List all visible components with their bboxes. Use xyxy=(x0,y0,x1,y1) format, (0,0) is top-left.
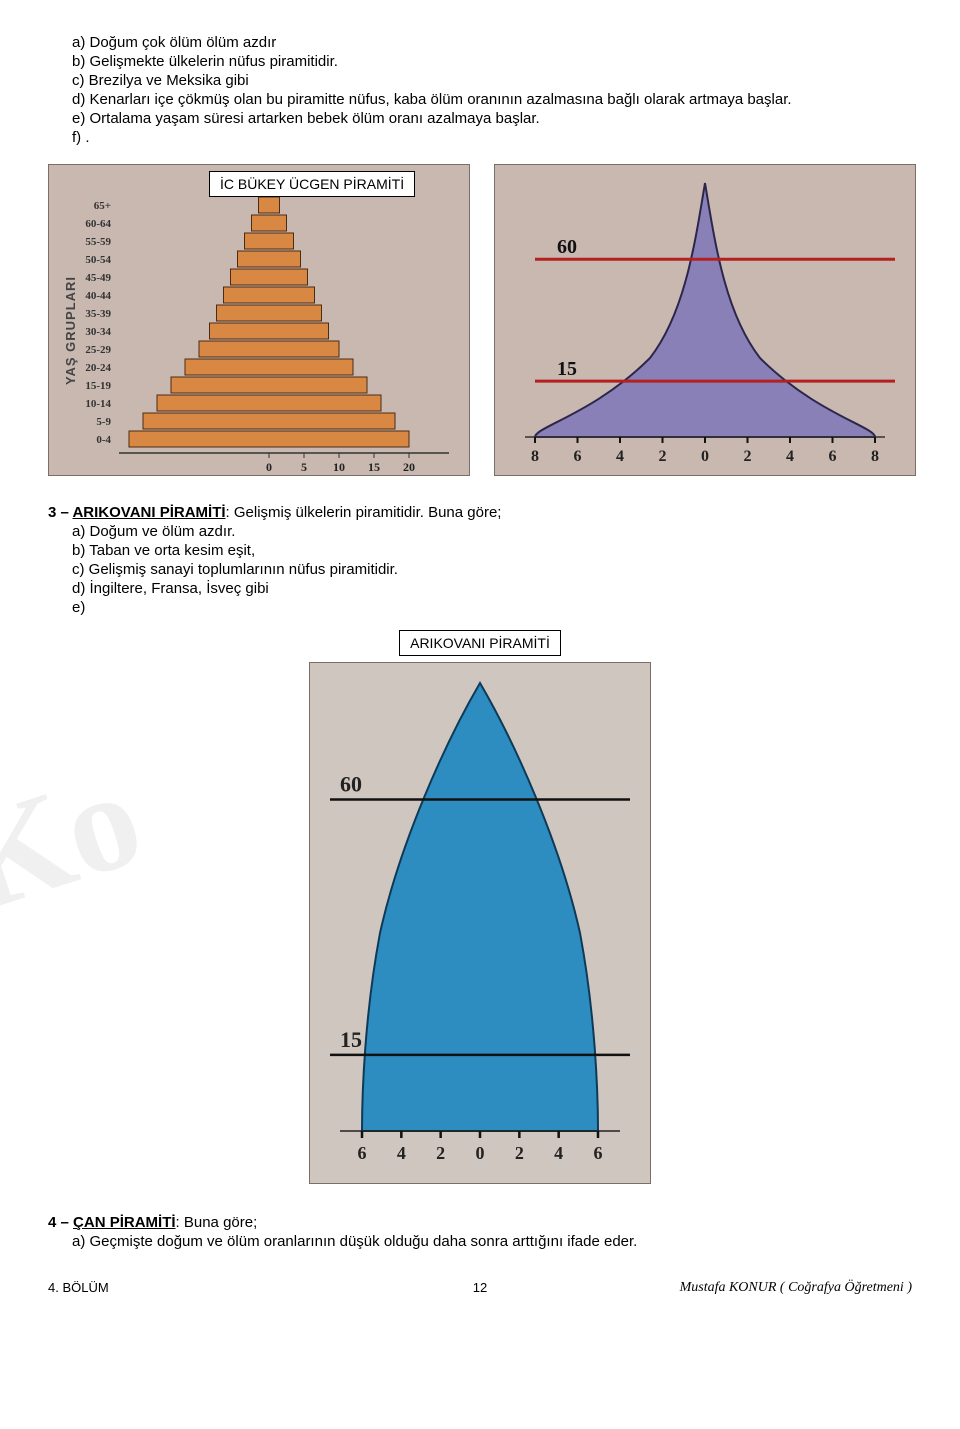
svg-text:8: 8 xyxy=(531,448,539,465)
svg-text:0: 0 xyxy=(476,1143,485,1163)
section3-head: 3 – ARIKOVANI PİRAMİTİ: Gelişmiş ülkeler… xyxy=(48,504,912,521)
svg-text:50-54: 50-54 xyxy=(85,254,111,266)
section3-b: b) Taban ve orta kesim eşit, xyxy=(72,542,912,559)
intro-b: b) Gelişmekte ülkelerin nüfus piramitidi… xyxy=(72,53,912,70)
figure-beehive: 60 15 6 4 2 0 2 4 6 xyxy=(309,662,651,1184)
fig1-label-box: İC BÜKEY ÜCGEN PİRAMİTİ xyxy=(209,171,415,197)
section3-num: 3 – xyxy=(48,504,72,521)
svg-text:35-39: 35-39 xyxy=(85,308,111,320)
svg-text:5-9: 5-9 xyxy=(96,416,111,428)
svg-text:2: 2 xyxy=(659,448,667,465)
svg-text:2: 2 xyxy=(744,448,752,465)
intro-c: c) Brezilya ve Meksika gibi xyxy=(72,72,912,89)
figure-pyramid-bars: İC BÜKEY ÜCGEN PİRAMİTİ YAŞ GRUPLARI 65+… xyxy=(48,164,470,476)
fig3-label-box: ARIKOVANI PİRAMİTİ xyxy=(399,630,561,656)
fig1-svg: 65+ 60-64 55-59 50-54 45-49 40-44 35-39 30-34 25… xyxy=(49,165,469,475)
section3-e: e) xyxy=(72,599,912,616)
figure3-wrap: ARIKOVANI PİRAMİTİ 60 15 6 4 2 0 2 4 6 xyxy=(48,630,912,1184)
section4-num: 4 – xyxy=(48,1214,73,1231)
svg-text:2: 2 xyxy=(515,1143,524,1163)
fig2-svg: 60 15 8 6 4 2 0 2 4 6 8 xyxy=(495,165,915,475)
section4-a: a) Geçmişte doğum ve ölüm oranlarının dü… xyxy=(72,1233,912,1250)
svg-text:%: % xyxy=(350,473,363,475)
section4-name: ÇAN PİRAMİTİ xyxy=(73,1214,176,1231)
footer-page: 12 xyxy=(473,1280,487,1295)
section3-a: a) Doğum ve ölüm azdır. xyxy=(72,523,912,540)
fig1-y-title: YAŞ GRUPLARI xyxy=(63,276,78,385)
section3-name: ARIKOVANI PİRAMİTİ xyxy=(72,504,225,521)
svg-text:25-29: 25-29 xyxy=(85,344,111,356)
svg-text:4: 4 xyxy=(786,448,794,465)
svg-text:55-59: 55-59 xyxy=(85,236,111,248)
svg-text:6: 6 xyxy=(358,1143,367,1163)
svg-text:4: 4 xyxy=(554,1143,563,1163)
page-footer: 4. BÖLÜM 12 Mustafa KONUR ( Coğrafya Öğr… xyxy=(48,1280,912,1296)
intro-d: d) Kenarları içe çökmüş olan bu piramitt… xyxy=(72,91,912,108)
svg-text:4: 4 xyxy=(616,448,624,465)
svg-text:6: 6 xyxy=(829,448,837,465)
intro-e: e) Ortalama yaşam süresi artarken bebek … xyxy=(72,110,912,127)
svg-text:5: 5 xyxy=(301,460,307,474)
section3-rest: : Gelişmiş ülkelerin piramitidir. Buna g… xyxy=(226,504,502,521)
svg-text:20: 20 xyxy=(403,460,415,474)
svg-text:4: 4 xyxy=(397,1143,406,1163)
svg-text:15: 15 xyxy=(340,1027,362,1052)
intro-f: f) . xyxy=(72,129,912,146)
svg-text:45-49: 45-49 xyxy=(85,272,111,284)
section4-head: 4 – ÇAN PİRAMİTİ: Buna göre; xyxy=(48,1214,912,1231)
svg-text:40-44: 40-44 xyxy=(85,290,111,302)
figure-concave-triangle: 60 15 8 6 4 2 0 2 4 6 8 xyxy=(494,164,916,476)
svg-text:0: 0 xyxy=(701,448,709,465)
section4-rest: : Buna göre; xyxy=(176,1214,258,1231)
svg-text:60: 60 xyxy=(557,236,577,258)
svg-text:10-14: 10-14 xyxy=(85,398,111,410)
section3-d: d) İngiltere, Fransa, İsveç gibi xyxy=(72,580,912,597)
svg-text:6: 6 xyxy=(574,448,582,465)
section3-c: c) Gelişmiş sanayi toplumlarının nüfus p… xyxy=(72,561,912,578)
svg-text:20-24: 20-24 xyxy=(85,362,111,374)
svg-text:15: 15 xyxy=(557,358,577,380)
svg-text:60-64: 60-64 xyxy=(85,218,111,230)
figure-row-1: İC BÜKEY ÜCGEN PİRAMİTİ YAŞ GRUPLARI 65+… xyxy=(48,164,912,476)
intro-a: a) Doğum çok ölüm ölüm azdır xyxy=(72,34,912,51)
svg-text:65+: 65+ xyxy=(94,200,111,212)
svg-text:60: 60 xyxy=(340,771,362,796)
svg-text:0: 0 xyxy=(266,460,272,474)
svg-text:30-34: 30-34 xyxy=(85,326,111,338)
fig3-svg: 60 15 6 4 2 0 2 4 6 xyxy=(310,663,650,1183)
svg-text:8: 8 xyxy=(871,448,879,465)
svg-text:15-19: 15-19 xyxy=(85,380,111,392)
footer-right: Mustafa KONUR ( Coğrafya Öğretmeni ) xyxy=(680,1280,912,1296)
svg-text:6: 6 xyxy=(594,1143,603,1163)
svg-text:10: 10 xyxy=(333,460,345,474)
svg-text:0-4: 0-4 xyxy=(96,434,111,446)
svg-text:15: 15 xyxy=(368,460,380,474)
footer-left: 4. BÖLÜM xyxy=(48,1280,109,1296)
svg-text:2: 2 xyxy=(436,1143,445,1163)
